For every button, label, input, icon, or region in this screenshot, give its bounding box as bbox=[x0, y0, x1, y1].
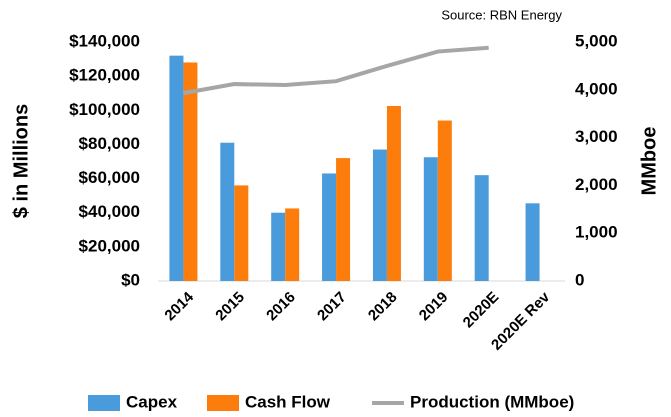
y-tick-label: $20,000 bbox=[79, 236, 140, 255]
x-tick-label: 2014 bbox=[161, 288, 197, 324]
y-axis-label: $ in Millions bbox=[10, 104, 32, 218]
y2-tick-label: 1,000 bbox=[575, 223, 618, 242]
x-tick-label: 2016 bbox=[263, 289, 299, 325]
legend-swatch bbox=[207, 395, 239, 411]
bar bbox=[271, 212, 286, 281]
bar bbox=[474, 175, 489, 281]
bar bbox=[234, 185, 249, 281]
y-tick-label: $120,000 bbox=[69, 66, 140, 85]
legend-label: Capex bbox=[126, 392, 178, 411]
x-tick-label: 2015 bbox=[212, 289, 248, 325]
legend-swatch bbox=[88, 395, 120, 411]
y2-tick-label: 2,000 bbox=[575, 175, 618, 194]
bar bbox=[525, 203, 540, 281]
y2-tick-label: 0 bbox=[575, 270, 584, 289]
bar bbox=[285, 208, 300, 281]
bar bbox=[386, 106, 401, 282]
legend-label: Cash Flow bbox=[245, 392, 331, 411]
bar bbox=[336, 158, 351, 281]
bar bbox=[183, 62, 198, 281]
x-tick-label: 2020E bbox=[460, 289, 503, 332]
bar bbox=[220, 142, 235, 281]
bar bbox=[322, 173, 337, 281]
y-tick-label: $80,000 bbox=[79, 134, 140, 153]
y2-tick-label: 5,000 bbox=[575, 31, 618, 50]
y-tick-label: $140,000 bbox=[69, 31, 140, 50]
bar bbox=[372, 149, 387, 281]
y-tick-label: $100,000 bbox=[69, 100, 140, 119]
production-line bbox=[183, 45, 489, 96]
y2-axis-label: MMboe bbox=[638, 127, 660, 196]
bar bbox=[437, 120, 452, 282]
y2-tick-label: 3,000 bbox=[575, 127, 618, 146]
legend-label: Production (MMboe) bbox=[410, 392, 574, 411]
x-tick-label: 2018 bbox=[365, 289, 401, 325]
y-tick-label: $40,000 bbox=[79, 202, 140, 221]
x-tick-label: 2017 bbox=[314, 289, 350, 325]
bar bbox=[423, 157, 438, 281]
y-tick-label: $60,000 bbox=[79, 168, 140, 187]
y-tick-label: $0 bbox=[121, 270, 140, 289]
bar bbox=[169, 55, 184, 282]
y2-tick-label: 4,000 bbox=[575, 79, 618, 98]
source: Source: RBN Energy bbox=[441, 7, 562, 22]
x-tick-label: 2019 bbox=[416, 289, 452, 325]
